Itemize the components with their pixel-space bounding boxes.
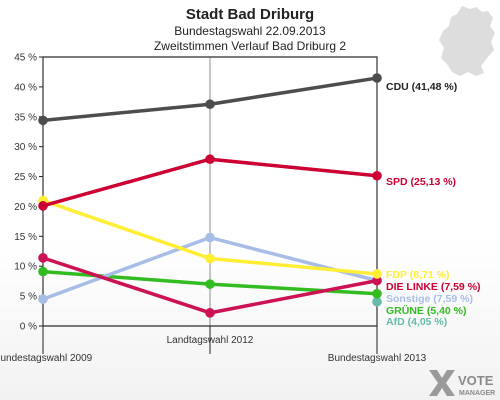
series-end-label: AfD (4,05 %) <box>386 316 447 328</box>
data-point <box>38 294 48 304</box>
vote-manager-logo: VOTE MANAGER <box>429 370 495 397</box>
data-point <box>38 266 48 277</box>
series-end-label: FDP (8,71 %) <box>386 269 449 281</box>
x-tick-label: Bundestagswahl 2013 <box>328 353 427 364</box>
x-tick-label: Landtagswahl 2012 <box>167 335 254 346</box>
series-labels: CDU (41,48 %) SPD (25,13 %) FDP (8,71 %)DI… <box>386 81 481 328</box>
data-point <box>205 253 215 264</box>
logo-text-vote: VOTE <box>458 373 494 388</box>
y-tick-label: 0 % <box>20 322 37 333</box>
y-tick-label: 5 % <box>20 292 37 303</box>
data-point <box>372 288 382 299</box>
series-afd <box>372 296 382 307</box>
y-tick-label: 45 % <box>14 53 37 64</box>
y-axis: 0 % 5 % 10 % 15 % 20 % 25 % 30 % 35 % 40 % 45 % <box>14 53 43 333</box>
chart-title: Stadt Bad Driburg <box>186 6 314 23</box>
data-point <box>372 73 382 83</box>
data-point <box>205 279 215 289</box>
y-tick-label: 15 % <box>14 232 37 243</box>
logo-text-manager: MANAGER <box>459 390 495 397</box>
series-end-label: GRÜNE (5,40 %) <box>386 304 467 317</box>
y-tick-label: 40 % <box>14 82 37 93</box>
data-point <box>205 154 215 165</box>
series-end-label: CDU (41,48 %) <box>386 81 457 93</box>
series-layer <box>38 73 382 318</box>
series-end-label: SPD (25,13 %) <box>386 176 456 188</box>
series-spd <box>38 154 382 211</box>
data-point <box>205 232 215 243</box>
chart-subtitle-2: Zweitstimmen Verlauf Bad Driburg 2 <box>154 39 346 53</box>
data-point <box>372 170 382 181</box>
chart-subtitle: Bundestagswahl 22.09.2013 <box>174 24 326 38</box>
data-point <box>38 201 48 211</box>
data-point <box>372 269 382 279</box>
x-logo-icon <box>429 370 455 396</box>
data-point <box>38 115 48 126</box>
y-tick-label: 20 % <box>14 202 37 213</box>
x-tick-label: Bundestagswahl 2009 <box>0 353 93 364</box>
y-tick-label: 30 % <box>14 142 37 153</box>
germany-map-icon <box>439 6 495 76</box>
series-cdu <box>38 73 382 126</box>
y-tick-label: 10 % <box>14 262 37 273</box>
series-end-label: Sonstige (7,59 %) <box>386 293 473 305</box>
y-tick-label: 25 % <box>14 172 37 183</box>
y-tick-label: 35 % <box>14 112 37 123</box>
data-point <box>205 308 215 318</box>
data-point <box>205 99 215 110</box>
series-end-label: DIE LINKE (7,59 %) <box>386 281 481 293</box>
series-die-linke <box>38 253 382 318</box>
data-point <box>372 296 382 307</box>
data-point <box>38 253 48 263</box>
data-point <box>372 275 382 286</box>
